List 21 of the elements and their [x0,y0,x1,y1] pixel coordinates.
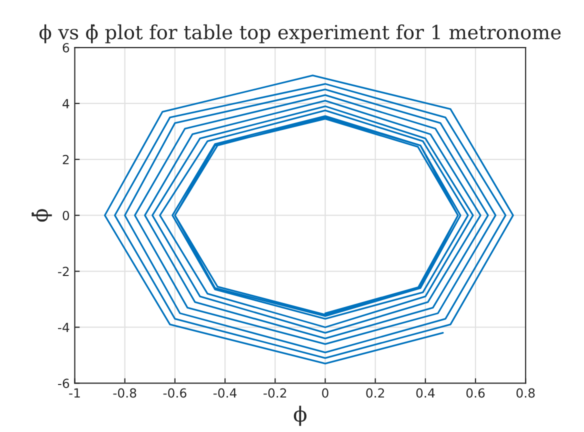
chart-title: ϕ vs ϕ̇ plot for table top experiment for 1 metronome [39,24,561,44]
y-tick-label: -6 [58,378,70,388]
x-tick-label: -0.4 [213,388,237,398]
y-tick-label: 2 [62,154,69,164]
y-tick-label: 0 [62,210,70,220]
x-tick-label: 0.2 [366,388,384,398]
y-axis-title: ϕ̇ [32,209,52,222]
x-tick-label: 0.4 [416,388,435,398]
y-tick-label: 4 [62,99,70,108]
x-tick-label: -0.8 [113,388,136,398]
x-tick-label: 0.6 [466,388,485,398]
x-tick-label: -0.2 [264,388,286,398]
x-tick-label: -0.6 [163,388,186,398]
y-tick-label: -4 [58,322,70,332]
x-tick-label: 0.8 [516,388,535,398]
y-tick-label: -2 [58,266,69,276]
x-tick-label: 0 [322,388,328,398]
y-tick-label: 6 [62,42,70,52]
x-axis-title: ϕ [294,406,306,426]
x-tick-label: -1 [69,388,80,398]
line-series [104,74,514,364]
